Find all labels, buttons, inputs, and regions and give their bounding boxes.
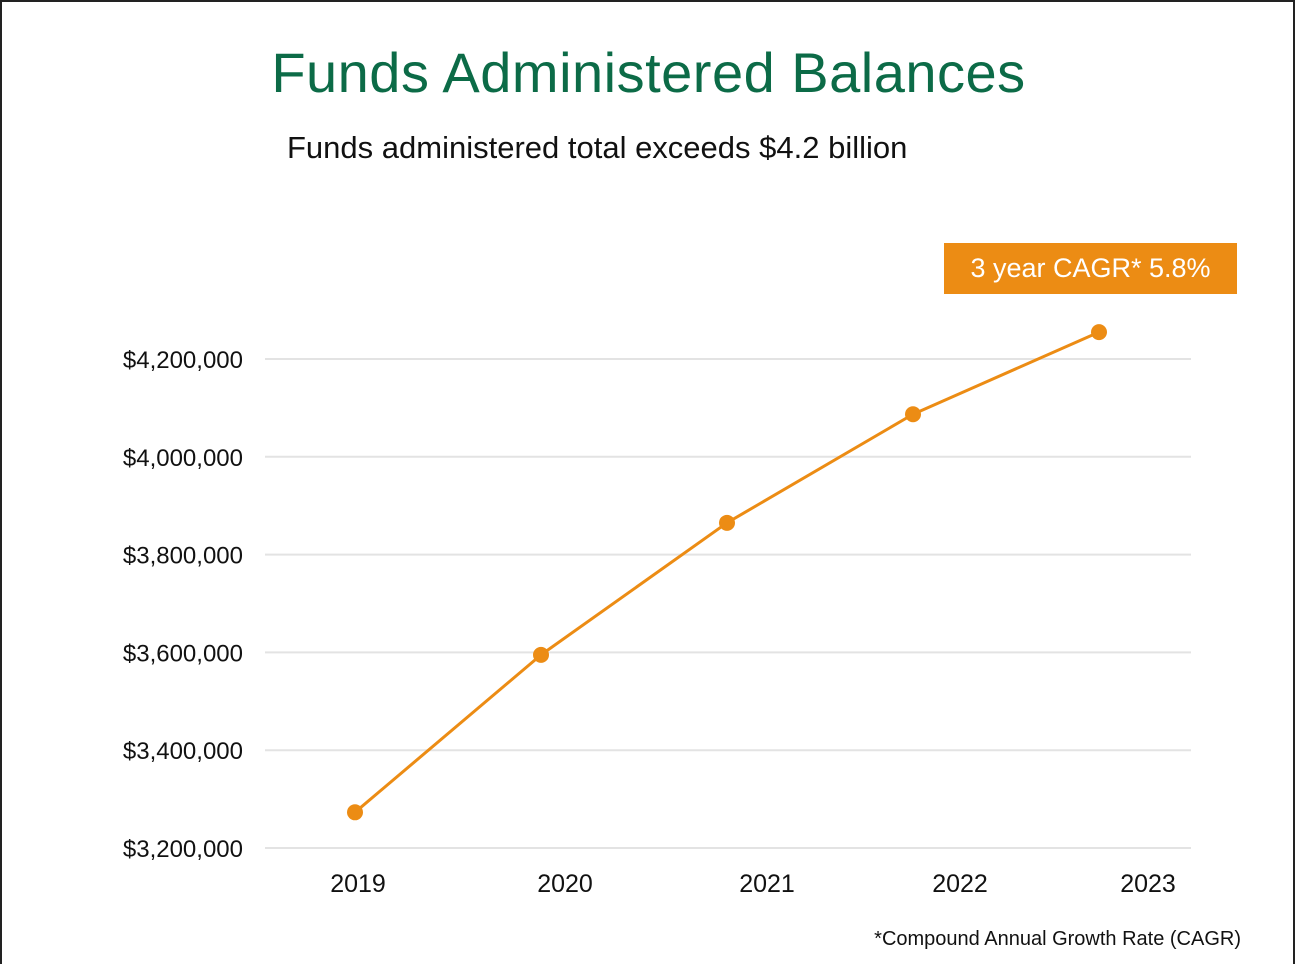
chart-title: Funds Administered Balances: [271, 41, 1026, 104]
grid-lines: [265, 358, 1191, 849]
series-line-path: [354, 330, 1100, 814]
series-line: [354, 330, 1100, 814]
x-tick-label: 2023: [1120, 870, 1176, 898]
data-point: [905, 406, 921, 423]
data-point: [1091, 324, 1107, 341]
y-tick-label: $3,800,000: [123, 543, 243, 570]
y-axis-ticks: $3,200,000 $3,400,000 $3,600,000 $3,800,000…: [123, 347, 243, 863]
y-tick-label: $3,200,000: [123, 836, 243, 863]
data-point: [533, 646, 549, 663]
x-tick-label: 2019: [330, 870, 386, 898]
x-axis-ticks: 2019 2020 2021 2022 2023: [330, 870, 1176, 898]
cagr-footnote: *Compound Annual Growth Rate (CAGR): [874, 928, 1241, 950]
y-tick-label: $4,000,000: [123, 445, 243, 472]
data-point: [719, 514, 735, 531]
y-tick-label: $3,600,000: [123, 640, 243, 667]
data-point: [347, 804, 363, 821]
chart-subtitle: Funds administered total exceeds $4.2 bi…: [287, 130, 908, 165]
cagr-badge: 3 year CAGR* 5.8%: [944, 243, 1237, 294]
x-tick-label: 2020: [537, 870, 593, 898]
series-points: [347, 324, 1107, 821]
x-tick-label: 2022: [932, 870, 988, 898]
y-tick-label: $4,200,000: [123, 347, 243, 374]
x-tick-label: 2021: [739, 870, 795, 898]
y-tick-label: $3,400,000: [123, 738, 243, 765]
